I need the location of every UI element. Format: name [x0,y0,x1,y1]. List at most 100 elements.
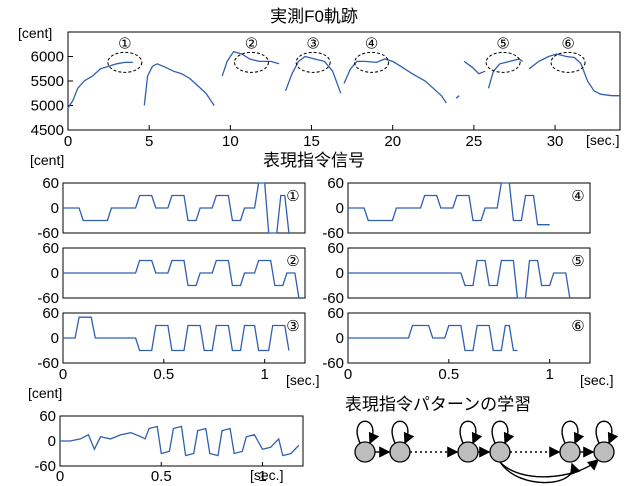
top-x-unit: [sec.] [586,132,619,148]
self-loop-arrow [356,420,380,445]
top-chart-title: 実測F0軌跡 [270,7,358,26]
bottom-y-tick-label: -60 [34,458,56,475]
marker-label: ① [118,35,131,52]
top-y-ticks: 4500 5000 5500 6000 [31,49,73,139]
state-node [489,441,511,463]
signal-x-tick-label: 1 [545,366,553,383]
marker-label: ④ [365,35,378,52]
signal-panel-frame [347,182,591,234]
signal-panel: 60 0 -60 ⑤ [322,240,591,307]
bottom-title: 表現指令パターンの学習 [345,395,531,414]
bottom-x-ticks: 0 0.5 1 [56,462,267,485]
bottom-x-tick-label: 0 [56,468,64,485]
marker-ellipse [233,51,269,73]
mid-title: 表現指令信号 [263,151,365,170]
state-node [389,441,411,463]
state-node [559,441,581,463]
marker-label: ⑥ [561,35,574,52]
top-x-tick-label: 30 [547,133,564,150]
state-transition-diagram [354,420,619,484]
signal-x-tick-label: 0.5 [153,366,174,383]
top-f0-segment [67,61,133,109]
top-y-unit: [cent] [18,25,52,41]
signal-y-tick-label: 60 [42,175,59,192]
signal-trace [348,259,571,299]
skip-arrow [499,459,600,478]
signal-y-tick-label: 60 [327,305,344,322]
bottom-x-unit: [sec.] [250,467,283,483]
state-nodes [354,441,615,463]
signal-x-tick-label: 0.5 [438,366,459,383]
top-x-tick-label: 0 [64,133,72,150]
top-y-tick-label: 5500 [31,73,64,90]
marker-ellipse [107,51,143,73]
signal-y-tick-label: -60 [322,225,344,242]
state-node [593,441,615,463]
top-f0-segment [455,95,460,99]
marker-ellipse [485,51,521,73]
signal-x-tick-label: 0 [344,366,352,383]
self-loops [356,420,619,445]
signal-panel: 600-600 0.5 1③ [37,305,306,383]
signal-panel-label: ⑤ [571,253,584,270]
signal-y-tick-label: -60 [322,290,344,307]
mid-y-unit: [cent] [30,152,64,168]
top-x-tick-label: 25 [466,133,483,150]
signal-panel: 600-600 0.5 1⑥ [322,305,591,383]
state-node [354,441,376,463]
signal-panel-label: ⑥ [571,318,584,335]
bottom-y-unit: [cent] [28,385,62,401]
signal-panel-label: ① [286,188,299,205]
signal-x-tick-label: 1 [260,366,268,383]
mid-x-unit-right: [sec.] [580,372,613,388]
signal-trace [348,182,550,226]
signal-y-tick-label: -60 [322,355,344,372]
signal-y-tick-label: 0 [51,330,59,347]
top-x-tick-label: 15 [303,133,320,150]
top-markers: ① ② ③ ④ ⑤ ⑥ [107,35,586,73]
signal-trace [63,259,300,299]
signal-y-tick-label: 0 [51,265,59,282]
signal-y-tick-label: -60 [37,225,59,242]
learned-pattern-chart: 表現指令パターンの学習 [cent] 600-60 0 0.5 1 [sec.] [28,385,531,485]
top-plot-frame [67,31,621,131]
signal-y-tick-label: 0 [336,330,344,347]
signal-x-tick-label: 0 [59,366,67,383]
top-x-tick-label: 20 [384,133,401,150]
top-x-tick-label: 10 [222,133,239,150]
bottom-plot-frame [59,415,304,467]
signal-panel: 60 0 -60 ④ [322,175,591,242]
top-f0-segment [143,63,215,106]
bottom-y-ticks: 60 0 -60 [34,408,64,475]
signal-y-tick-label: -60 [37,290,59,307]
top-y-tick-label: 6000 [31,49,64,66]
marker-ellipse [354,51,390,73]
signal-panel: 60 0 -60 ② [37,240,306,307]
self-loop-arrow [391,420,415,445]
skip-arrow [499,461,581,484]
signal-y-tick-label: 0 [336,265,344,282]
marker-label: ⑤ [496,35,509,52]
top-f0-segment [284,55,342,94]
self-loop-arrow [595,420,619,445]
signal-panel-label: ② [286,253,299,270]
signal-y-tick-label: 60 [327,240,344,257]
marker-label: ③ [306,35,319,52]
signal-y-tick-label: 60 [42,305,59,322]
top-y-tick-label: 4500 [31,122,64,139]
signal-y-tick-label: 60 [42,240,59,257]
marker-ellipse [295,51,331,73]
bottom-y-tick-label: 60 [39,408,56,425]
signal-panel: 60 0 -60 ① [37,175,306,242]
top-f0-segment [463,60,486,75]
marker-ellipse [550,51,586,73]
top-f0-segment [343,58,447,104]
signal-y-tick-label: -60 [37,355,59,372]
top-f0-segment [487,58,523,89]
signal-trace [63,316,290,352]
self-loop-arrow [561,420,585,445]
top-f0-trace [67,50,620,109]
mid-x-unit-left: [sec.] [286,372,319,388]
